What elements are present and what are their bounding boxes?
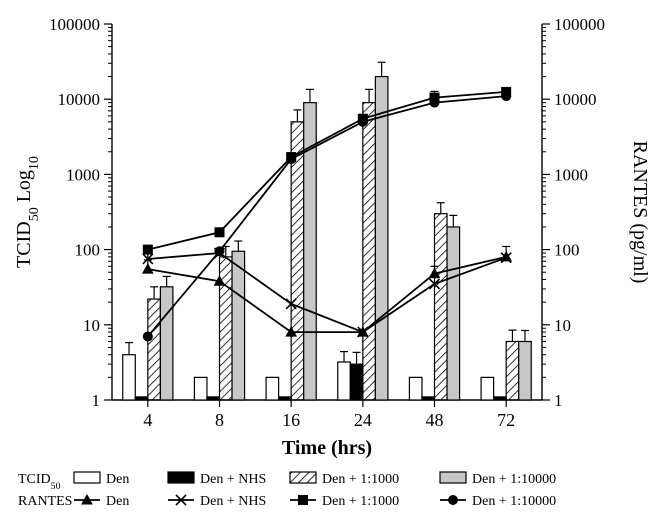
y-left-tick-label: 100: [75, 241, 101, 260]
legend-line-label: Den: [106, 494, 129, 509]
bar-Den-+-1:10000: [375, 77, 388, 400]
bar-Den: [194, 377, 207, 400]
bar-Den-+-1:1000: [148, 299, 161, 400]
legend-bar-label: Den + NHS: [200, 472, 266, 487]
bar-Den: [338, 362, 351, 400]
y-left-tick-label: 1000: [66, 165, 100, 184]
x-axis-label: Time (hrs): [282, 437, 372, 459]
bar-Den: [123, 355, 136, 400]
bar-Den-+-1:1000: [363, 103, 376, 400]
y-left-axis-label: TCID50 Log10: [13, 156, 42, 268]
bar-Den-+-1:10000: [447, 227, 460, 400]
circle-filled-marker: [215, 247, 224, 256]
square-filled-marker: [143, 245, 152, 254]
legend-bar-swatch: [168, 472, 194, 483]
bar-Den: [266, 377, 279, 400]
bar-Den-+-NHS: [494, 397, 507, 400]
x-tick-label: 4: [143, 410, 152, 430]
bar-Den-+-NHS: [135, 397, 148, 400]
bar-Den: [409, 377, 422, 400]
chart-container: 1 10 100 1000 10000 100000 1 10 100 1000 10000 1000…: [0, 0, 650, 518]
legend-bar-swatch: [74, 472, 100, 483]
bar-Den-+-NHS: [350, 364, 363, 400]
x-tick-label: 24: [354, 410, 372, 430]
bar-Den-+-1:10000: [160, 287, 173, 400]
y-right-tick-label: 100: [554, 241, 580, 260]
legend-bar-label: Den + 1:10000: [472, 472, 556, 487]
y-right-tick-label: 10000: [554, 90, 597, 109]
x-tick-label: 16: [282, 410, 300, 430]
x-tick-label: 48: [426, 410, 444, 430]
y-right-tick-label: 10: [554, 316, 571, 335]
chart-svg: 1 10 100 1000 10000 100000 1 10 100 1000 10000 1000…: [0, 0, 650, 518]
bar-Den-+-NHS: [279, 397, 292, 400]
circle-filled-marker: [449, 496, 458, 505]
x-tick-label: 72: [497, 410, 515, 430]
y-left-tick-label: 10: [83, 316, 100, 335]
x-tick-label: 8: [215, 410, 224, 430]
legend-line-label: Den + NHS: [200, 494, 266, 509]
legend-bar-label: Den: [106, 472, 129, 487]
circle-filled-marker: [430, 98, 439, 107]
bar-Den-+-NHS: [207, 397, 220, 400]
y-left-tick-label: 100000: [49, 15, 100, 34]
circle-filled-marker: [502, 92, 511, 101]
legend-bar-label: Den + 1:1000: [322, 472, 399, 487]
y-left-tick-label: 1: [92, 391, 101, 410]
square-filled-marker: [215, 228, 224, 237]
circle-filled-marker: [143, 332, 152, 341]
legend-row2-title: RANTES: [18, 494, 72, 509]
y-right-tick-label: 100000: [554, 15, 605, 34]
svg-text:TCID50 Log10: TCID50 Log10: [13, 156, 42, 268]
circle-filled-marker: [287, 155, 296, 164]
legend-line-label: Den + 1:10000: [472, 494, 556, 509]
y-right-tick-label: 1000: [554, 165, 588, 184]
bar-Den-+-1:10000: [232, 251, 245, 400]
bar-Den-+-1:1000: [220, 257, 233, 400]
legend-line-label: Den + 1:1000: [322, 494, 399, 509]
legend-row1-title: TCID50: [18, 472, 61, 492]
bar-Den-+-NHS: [422, 397, 435, 400]
y-right-tick-label: 1: [554, 391, 563, 410]
y-left-tick-label: 10000: [58, 90, 101, 109]
legend-bar-swatch: [290, 472, 316, 483]
bar-Den-+-1:1000: [506, 341, 519, 400]
y-right-axis-label: RANTES (pg/ml): [629, 141, 650, 284]
plot-area: [112, 24, 542, 400]
circle-filled-marker: [358, 117, 367, 126]
bar-Den-+-1:10000: [519, 341, 532, 400]
legend-bar-swatch: [440, 472, 466, 483]
bar-Den: [481, 377, 494, 400]
square-filled-marker: [299, 496, 308, 505]
bar-Den-+-1:1000: [435, 214, 448, 400]
